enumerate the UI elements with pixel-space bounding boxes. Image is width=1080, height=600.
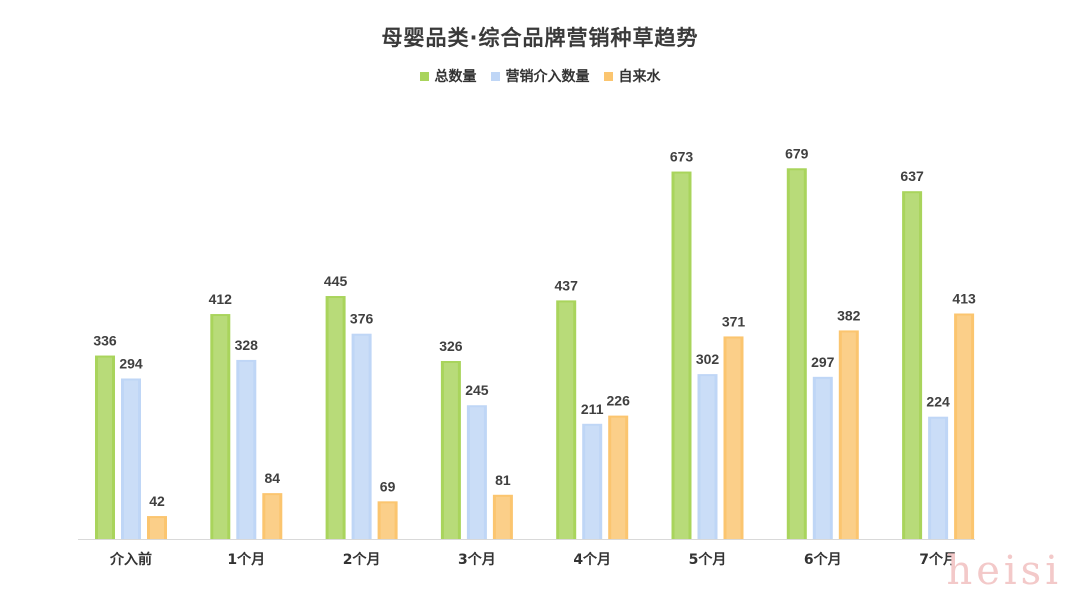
bar (466, 405, 487, 539)
bar-highlight (815, 378, 830, 539)
bar (262, 493, 283, 539)
bar (671, 171, 692, 540)
data-label: 412 (209, 291, 233, 307)
bar (147, 516, 167, 539)
data-label: 376 (350, 311, 374, 327)
bar-highlight (469, 407, 484, 539)
data-label: 437 (555, 277, 579, 293)
data-label: 326 (439, 338, 463, 354)
bar-highlight (611, 417, 626, 539)
data-label: 69 (380, 478, 396, 494)
bar-highlight (905, 193, 920, 539)
bar (377, 501, 398, 539)
bar-highlight (700, 376, 715, 539)
bar-highlight (265, 495, 280, 539)
data-label: 294 (119, 355, 143, 371)
x-tick-label: 5个月 (689, 551, 727, 568)
legend-label-organic: 自来水 (618, 69, 661, 85)
bar-highlight (380, 503, 395, 539)
chart-title: 母婴品类·综合品牌营销种草趋势 (381, 26, 699, 50)
bar-highlight (239, 361, 254, 539)
bar (812, 376, 833, 539)
data-label: 413 (952, 291, 976, 307)
bar-highlight (726, 338, 741, 539)
bar-highlight (789, 170, 804, 540)
watermark: heisi (946, 548, 1062, 594)
bar (236, 359, 257, 539)
data-label: 226 (607, 393, 631, 409)
x-tick-label: 介入前 (109, 551, 152, 568)
bar (902, 191, 923, 539)
data-label: 211 (581, 401, 604, 417)
x-tick-label: 3个月 (458, 551, 496, 568)
data-label: 382 (837, 307, 861, 323)
bar (95, 355, 115, 539)
bar (556, 300, 577, 539)
bar (210, 314, 231, 539)
bar-highlight (841, 332, 856, 539)
x-tick-label: 6个月 (804, 551, 842, 568)
bar-highlight (354, 335, 369, 539)
bar-highlight (213, 316, 228, 539)
bar (608, 415, 629, 539)
bar-highlight (495, 496, 510, 539)
legend-label-marketing: 营销介入数量 (505, 69, 590, 85)
legend-item-total: 总数量 (419, 66, 477, 86)
data-label: 302 (696, 351, 720, 367)
bar-highlight (328, 298, 343, 539)
bar (325, 296, 346, 539)
legend-swatch-marketing (490, 71, 500, 81)
legend: 总数量 营销介入数量 自来水 (0, 66, 1080, 86)
bar-highlight (674, 173, 689, 540)
legend-swatch-total (419, 71, 429, 81)
bar (121, 378, 141, 539)
data-label: 371 (722, 313, 746, 329)
data-label: 673 (670, 149, 694, 165)
x-tick-label: 4个月 (573, 551, 611, 568)
bar-highlight (957, 315, 972, 539)
bar-highlight (150, 518, 164, 539)
bar-highlight (931, 418, 946, 539)
legend-swatch-organic (603, 71, 613, 81)
bar-highlight (443, 363, 458, 539)
data-label: 679 (785, 145, 809, 161)
x-tick-label: 1个月 (227, 551, 265, 568)
data-label: 445 (324, 273, 348, 289)
bar (697, 374, 718, 539)
bar (954, 313, 975, 539)
data-label: 328 (235, 337, 259, 353)
x-tick-label: 2个月 (343, 551, 381, 568)
data-label: 84 (265, 470, 281, 486)
bar (786, 168, 807, 540)
x-tick-label: 7个月 (919, 551, 957, 568)
bar-highlight (124, 380, 138, 539)
legend-item-organic: 自来水 (603, 66, 661, 86)
data-label: 245 (465, 382, 489, 398)
bar (351, 333, 372, 539)
bar (440, 361, 461, 539)
bar (723, 336, 744, 539)
bar-highlight (559, 302, 574, 539)
bar (492, 494, 513, 539)
data-label: 42 (149, 493, 165, 509)
bar (928, 416, 949, 539)
legend-item-marketing: 营销介入数量 (490, 66, 590, 86)
bar-highlight (585, 425, 600, 539)
legend-label-total: 总数量 (434, 69, 477, 85)
bar (838, 330, 859, 539)
data-label: 297 (811, 354, 835, 370)
bar-highlight (98, 357, 112, 539)
data-label: 336 (93, 333, 117, 349)
bar (582, 423, 603, 539)
data-label: 224 (926, 394, 950, 410)
data-label: 637 (900, 168, 924, 184)
data-label: 81 (495, 472, 511, 488)
